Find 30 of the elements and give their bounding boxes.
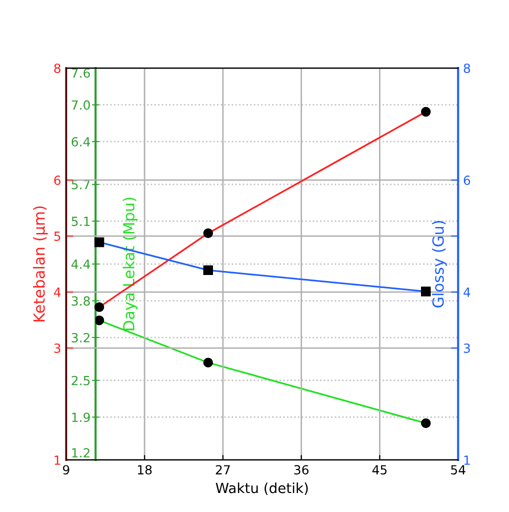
- y3-tick-label: 5.1: [72, 216, 90, 226]
- y3-tick-label: 3.2: [72, 332, 90, 342]
- y3-tick-label: 1.9: [72, 412, 90, 422]
- y-tick-label: 4: [54, 288, 61, 297]
- y3-tick-label: 4.4: [71, 260, 90, 269]
- y2-tick-label: 4: [464, 288, 470, 297]
- y-tick-label: 1: [54, 456, 60, 465]
- x-tick-label: 27: [216, 465, 230, 474]
- x-tick-label: 9: [62, 465, 70, 475]
- x-tick-label: 36: [294, 465, 308, 475]
- y-tick-label: 5: [54, 232, 60, 241]
- y3-tick-label: 1.2: [72, 448, 90, 458]
- y3-tick-label: 2.5: [72, 376, 90, 386]
- y-axis-title: Ketebalan (μm): [33, 206, 48, 322]
- x-tick-label: 18: [138, 465, 152, 475]
- y3-tick-label: 7.6: [72, 68, 90, 78]
- y-tick-label: 6: [54, 176, 61, 185]
- y3-tick-label: 3.8: [72, 296, 90, 306]
- y2-axis-title: Glossy (Gu): [432, 221, 447, 308]
- y3-tick-label: 6.4: [72, 137, 90, 146]
- x-tick-label: 54: [451, 465, 466, 475]
- y-tick-label: 8: [54, 64, 60, 74]
- y2-tick-label: 6: [464, 176, 470, 185]
- y-tick-label: 3: [54, 343, 60, 353]
- x-axis-title: Waktu (detik): [216, 482, 308, 495]
- y2-tick-label: 3: [464, 343, 470, 353]
- x-tick-label: 45: [372, 465, 387, 475]
- y2-tick-label: 8: [464, 64, 470, 74]
- y3-tick-label: 7.0: [72, 100, 90, 110]
- y2-tick-label: 1: [464, 456, 470, 465]
